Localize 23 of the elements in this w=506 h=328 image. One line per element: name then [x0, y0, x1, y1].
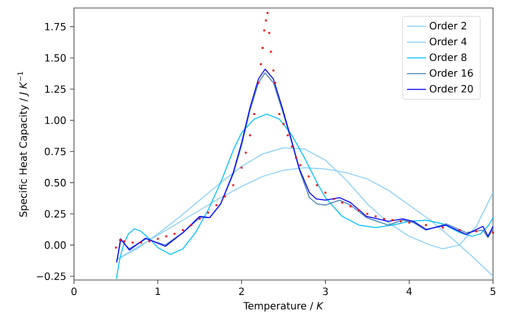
y-tick-label: 1.25 [45, 85, 66, 93]
legend-label: Order 4 [430, 38, 467, 46]
x-tick-label: 2 [239, 288, 244, 296]
y-tick-label: 1.75 [45, 23, 66, 30]
y-tick-label: 1.00 [45, 116, 66, 124]
x-tick-label: 4 [406, 288, 412, 295]
x-axis-title: Temperature / K [243, 302, 324, 312]
y-axis-title: Specific Heat Capacity /J K$^{−1}$ [18, 72, 29, 217]
x-tick-label: 3 [322, 288, 328, 296]
y-tick-label: 1.50 [45, 54, 66, 62]
line-series [116, 114, 494, 280]
y-tick-label: −0.25 [36, 272, 66, 280]
x-tick-label: 1 [156, 288, 160, 295]
y-tick-label: 0.50 [44, 178, 66, 186]
x-tick-label: 5 [490, 288, 496, 296]
y-tick-label: 0.25 [44, 210, 66, 218]
legend-label: Order 20 [430, 84, 473, 93]
y-tick-label: 0.75 [44, 148, 66, 156]
legend-label: Order 16 [430, 69, 473, 77]
x-tick-label: 0 [71, 288, 77, 296]
y-tick-label: 0.00 [44, 241, 66, 249]
legend-label: Order 2 [430, 22, 466, 30]
legend-label: Order 8 [430, 53, 466, 62]
